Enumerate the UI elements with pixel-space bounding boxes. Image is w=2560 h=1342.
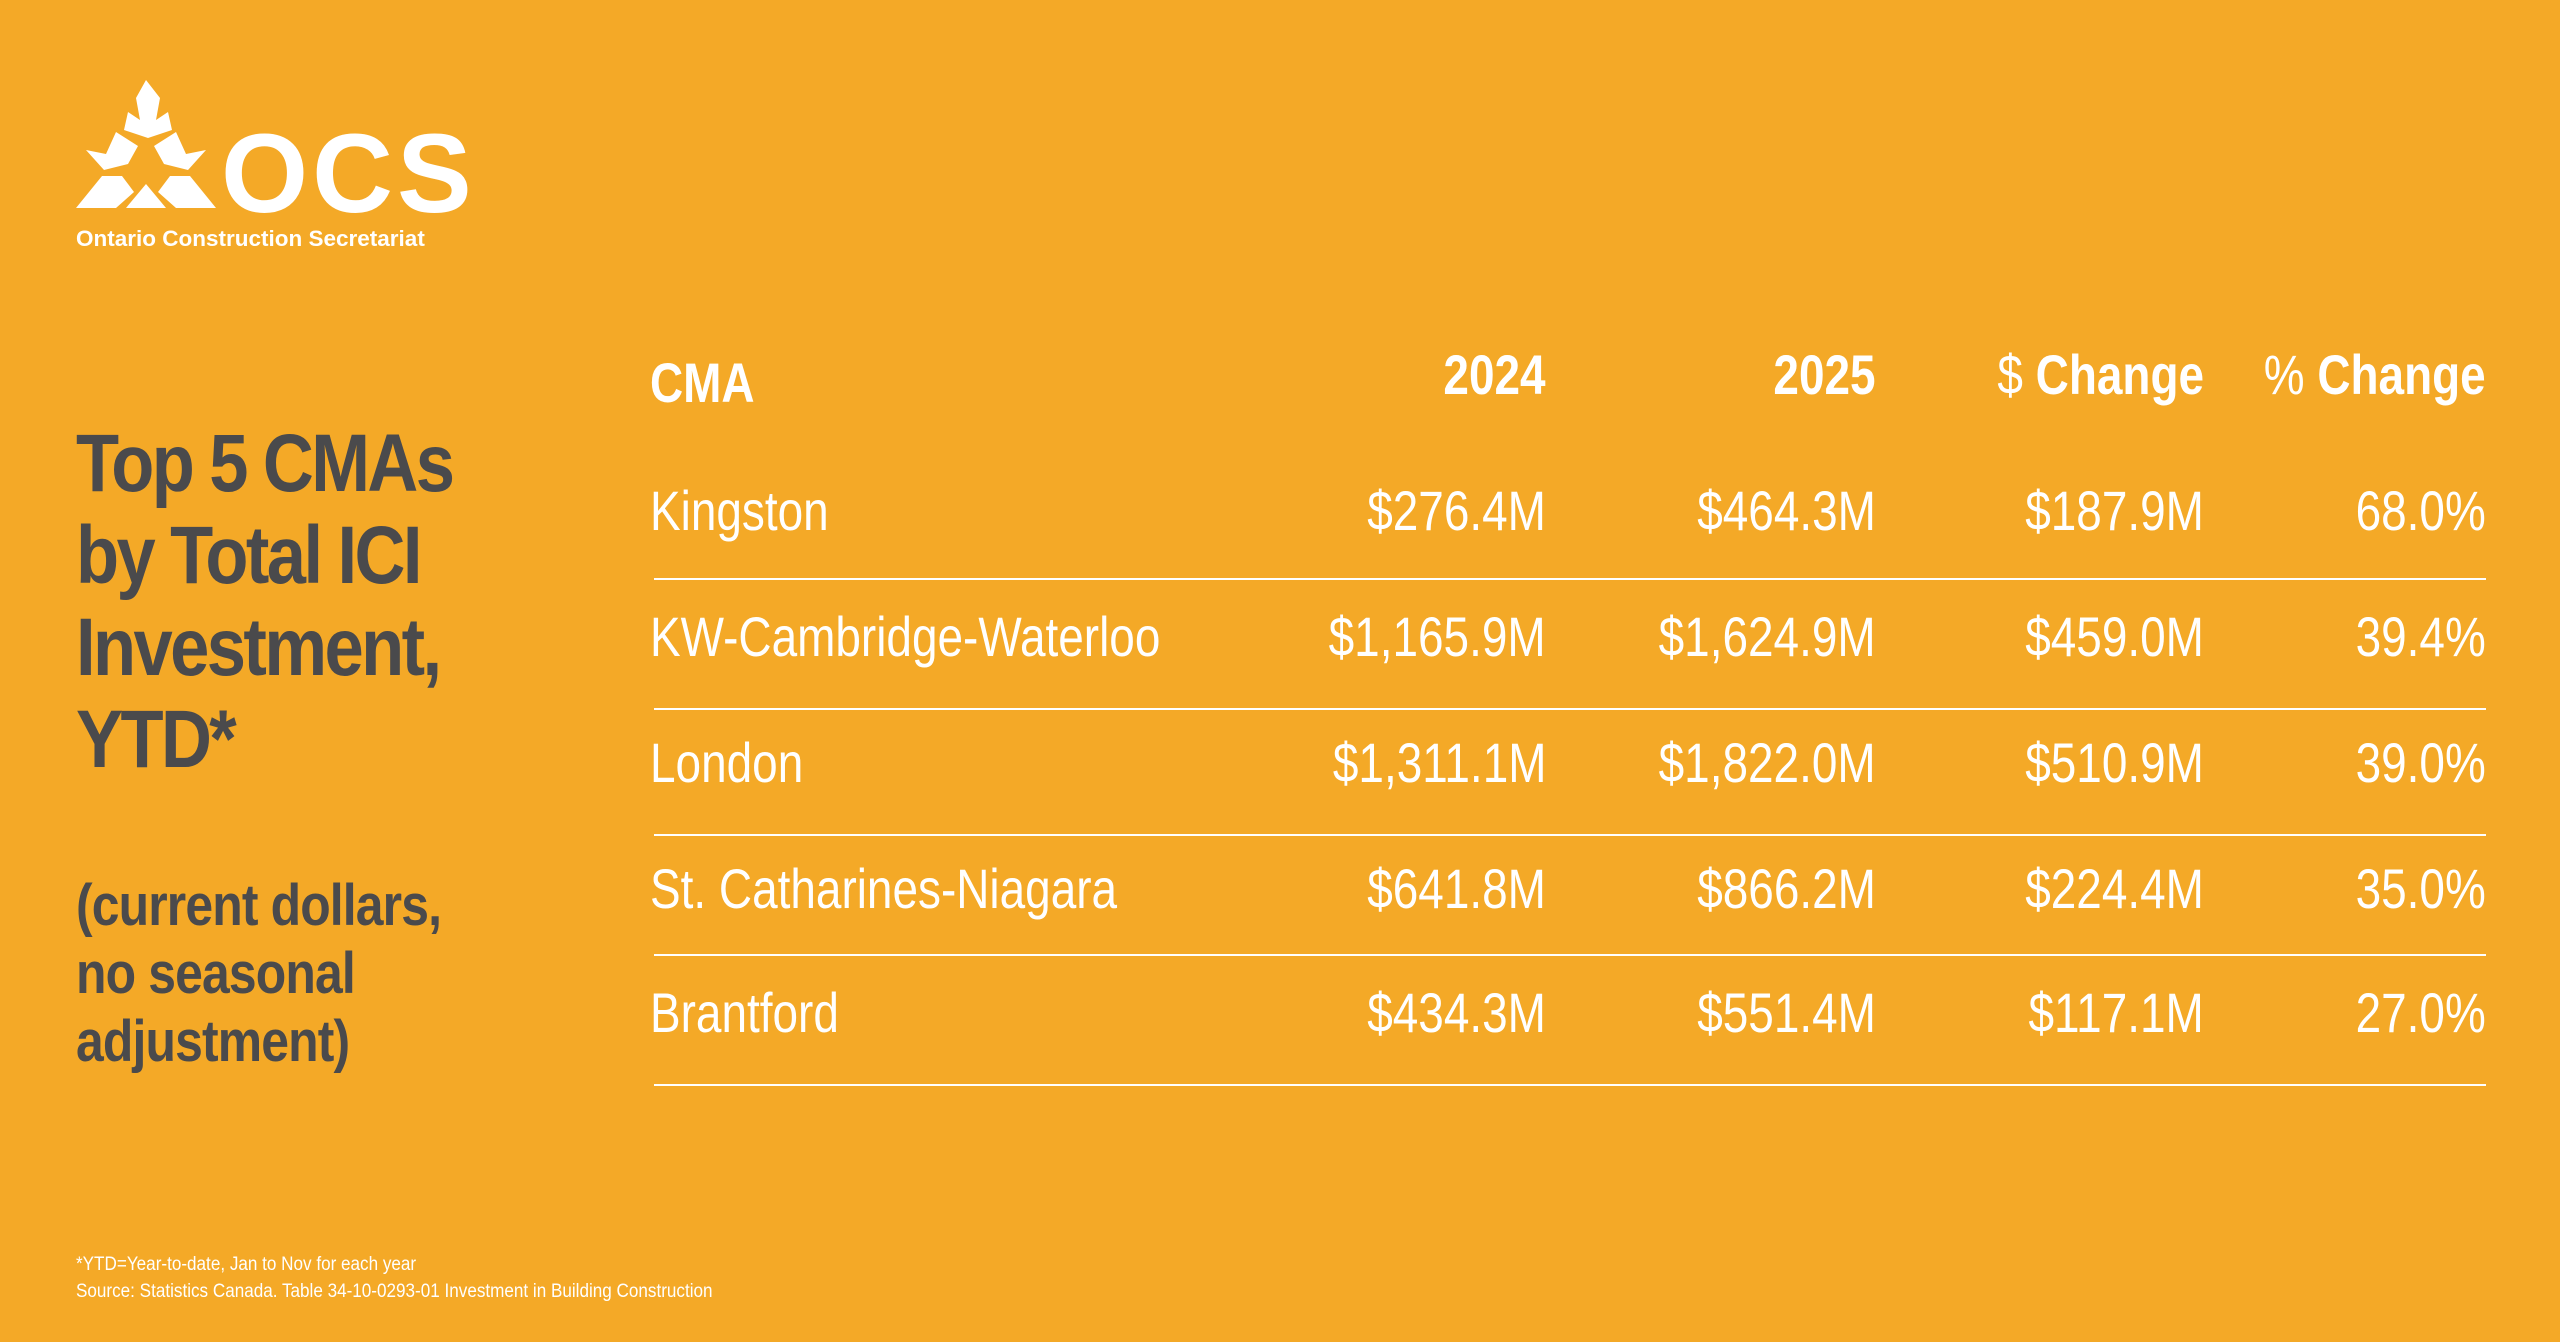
col-header-dollar-change: $ Change [1997, 343, 2204, 406]
cell-2024: $1,311.1M [1332, 731, 1546, 794]
footnote-ytd: *YTD=Year-to-date, Jan to Nov for each y… [76, 1254, 417, 1275]
cell-dollar-change: $187.9M [2025, 479, 2204, 542]
footnote-source: Source: Statistics Canada. Table 34-10-0… [76, 1281, 713, 1302]
chart-title: Top 5 CMAs by Total ICI Investment, YTD* [76, 418, 523, 786]
subtitle-line: no seasonal [76, 941, 356, 1006]
cell-2024: $276.4M [1367, 479, 1546, 542]
row-divider [654, 708, 2486, 710]
cell-2024: $641.8M [1367, 857, 1546, 920]
cell-dollar-change: $117.1M [2028, 981, 2204, 1044]
cell-cma: KW-Cambridge-Waterloo [650, 605, 1161, 668]
subtitle-line: (current dollars, [76, 873, 442, 938]
row-divider [654, 954, 2486, 956]
cell-2025: $866.2M [1697, 857, 1876, 920]
logo-wordmark: OCS [221, 111, 476, 236]
cell-percent-change: 68.0% [2355, 479, 2486, 542]
title-line: by Total ICI [76, 510, 422, 601]
row-divider [654, 1084, 2486, 1086]
cell-2025: $464.3M [1697, 479, 1876, 542]
cell-percent-change: 35.0% [2355, 857, 2486, 920]
title-line: Investment, [76, 602, 442, 693]
row-divider [654, 834, 2486, 836]
cell-cma: St. Catharines-Niagara [650, 857, 1118, 920]
cell-2025: $551.4M [1697, 981, 1876, 1044]
subtitle-line: adjustment) [76, 1009, 350, 1074]
cell-cma: Brantford [650, 981, 839, 1044]
cell-percent-change: 27.0% [2355, 981, 2486, 1044]
row-divider [654, 578, 2486, 580]
cell-2024: $434.3M [1367, 981, 1546, 1044]
title-line: Top 5 CMAs [76, 418, 455, 509]
cell-cma: London [650, 731, 804, 794]
col-header-cma: CMA [650, 351, 755, 414]
cell-dollar-change: $510.9M [2025, 731, 2204, 794]
title-line: YTD* [76, 694, 237, 785]
maple-leaf-logo-icon [76, 80, 216, 208]
cell-2025: $1,822.0M [1658, 731, 1876, 794]
cell-percent-change: 39.4% [2355, 605, 2486, 668]
ocs-logo: OCS Ontario Construction Secretariat [76, 80, 486, 260]
cell-2024: $1,165.9M [1328, 605, 1546, 668]
cell-dollar-change: $224.4M [2025, 857, 2204, 920]
cell-dollar-change: $459.0M [2025, 605, 2204, 668]
chart-subtitle: (current dollars, no seasonal adjustment… [76, 872, 489, 1076]
col-header-2024: 2024 [1443, 343, 1546, 406]
cell-2025: $1,624.9M [1658, 605, 1876, 668]
logo-subtitle: Ontario Construction Secretariat [76, 226, 425, 251]
col-header-percent-change: % Change [2264, 343, 2486, 406]
cell-percent-change: 39.0% [2355, 731, 2486, 794]
col-header-2025: 2025 [1773, 343, 1876, 406]
cell-cma: Kingston [650, 479, 829, 542]
